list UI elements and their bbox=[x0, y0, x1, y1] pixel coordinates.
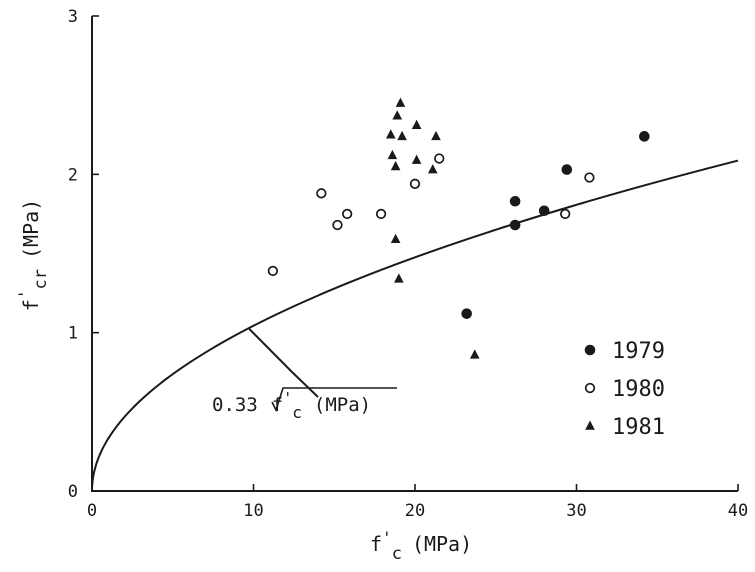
x-axis-title-main: f bbox=[370, 532, 382, 556]
data-point-1980-1 bbox=[316, 188, 327, 199]
data-point-1981-0 bbox=[395, 97, 406, 107]
data-point-1981-3 bbox=[385, 129, 396, 139]
equation-sub: c bbox=[292, 403, 302, 422]
data-point-1979-4 bbox=[561, 164, 573, 175]
data-points bbox=[267, 97, 650, 359]
equation-coefficient: 0.33 bbox=[212, 394, 258, 416]
curve-annotation-leader bbox=[247, 327, 319, 398]
x-tick-label-40: 40 bbox=[728, 501, 748, 521]
x-tick-label-0: 0 bbox=[87, 501, 97, 521]
y-axis-title-prime: ' bbox=[15, 290, 34, 300]
legend-label-1979: 1979 bbox=[612, 339, 665, 364]
curve-equation-label: 0.33 f'c (MPa) bbox=[212, 387, 397, 422]
data-point-1979-5 bbox=[639, 131, 650, 142]
data-point-1979-0 bbox=[461, 308, 472, 319]
legend-label-1980: 1980 bbox=[612, 377, 665, 402]
x-axis-title-sub: c bbox=[392, 544, 402, 564]
legend-marker-1980 bbox=[584, 382, 596, 394]
x-axis-title: f'c (MPa) bbox=[370, 528, 472, 564]
data-point-1980-2 bbox=[332, 219, 343, 231]
data-point-1980-4 bbox=[375, 208, 387, 220]
data-point-1979-1 bbox=[509, 195, 521, 207]
legend-label-1981: 1981 bbox=[612, 415, 665, 440]
ticks: 0 10 20 30 40 0 1 2 3 bbox=[68, 7, 748, 521]
equation-unit: (MPa) bbox=[314, 394, 371, 416]
data-point-1980-8 bbox=[584, 172, 595, 183]
y-tick-label-1: 1 bbox=[68, 324, 78, 344]
data-point-1981-7 bbox=[411, 154, 422, 164]
y-tick-label-0: 0 bbox=[68, 482, 78, 502]
data-point-1981-1 bbox=[392, 110, 403, 120]
legend: 1979 1980 1981 bbox=[584, 339, 665, 440]
data-point-1981-5 bbox=[431, 130, 441, 141]
data-point-1980-3 bbox=[342, 208, 353, 220]
x-tick-label-20: 20 bbox=[405, 501, 425, 521]
data-point-1981-2 bbox=[411, 119, 422, 130]
x-tick-label-10: 10 bbox=[243, 501, 263, 521]
y-axis-title: f'cr (MPa) bbox=[15, 199, 51, 311]
curve-equation-text: 0.33 f'c (MPa) bbox=[212, 389, 371, 422]
data-point-1980-5 bbox=[409, 178, 421, 189]
legend-marker-1979 bbox=[584, 344, 596, 356]
data-point-1981-4 bbox=[397, 130, 407, 141]
equation-prime: ' bbox=[283, 389, 292, 407]
x-tick-label-30: 30 bbox=[566, 501, 586, 521]
fit-curve bbox=[91, 159, 739, 492]
data-point-1979-3 bbox=[538, 205, 550, 217]
data-point-1980-7 bbox=[560, 208, 571, 220]
data-point-1981-8 bbox=[390, 160, 401, 171]
y-tick-label-3: 3 bbox=[68, 7, 78, 27]
y-tick-label-2: 2 bbox=[68, 165, 78, 185]
y-axis-title-main: f bbox=[19, 299, 43, 311]
legend-marker-1981 bbox=[585, 420, 595, 430]
data-point-1981-12 bbox=[469, 349, 480, 359]
y-axis-title-sub: cr bbox=[31, 269, 51, 289]
x-axis-title-unit: (MPa) bbox=[412, 532, 472, 556]
data-point-1980-6 bbox=[434, 153, 445, 164]
data-point-1981-6 bbox=[387, 149, 398, 160]
data-point-1980-0 bbox=[267, 265, 279, 277]
data-point-1981-11 bbox=[394, 273, 404, 283]
x-axis-title-prime: ' bbox=[382, 528, 392, 547]
y-axis-title-unit: (MPa) bbox=[19, 199, 43, 259]
data-point-1981-9 bbox=[427, 164, 438, 174]
sqrt-radical-sign bbox=[271, 387, 397, 413]
data-point-1981-10 bbox=[390, 233, 401, 244]
data-point-1979-2 bbox=[509, 219, 521, 231]
